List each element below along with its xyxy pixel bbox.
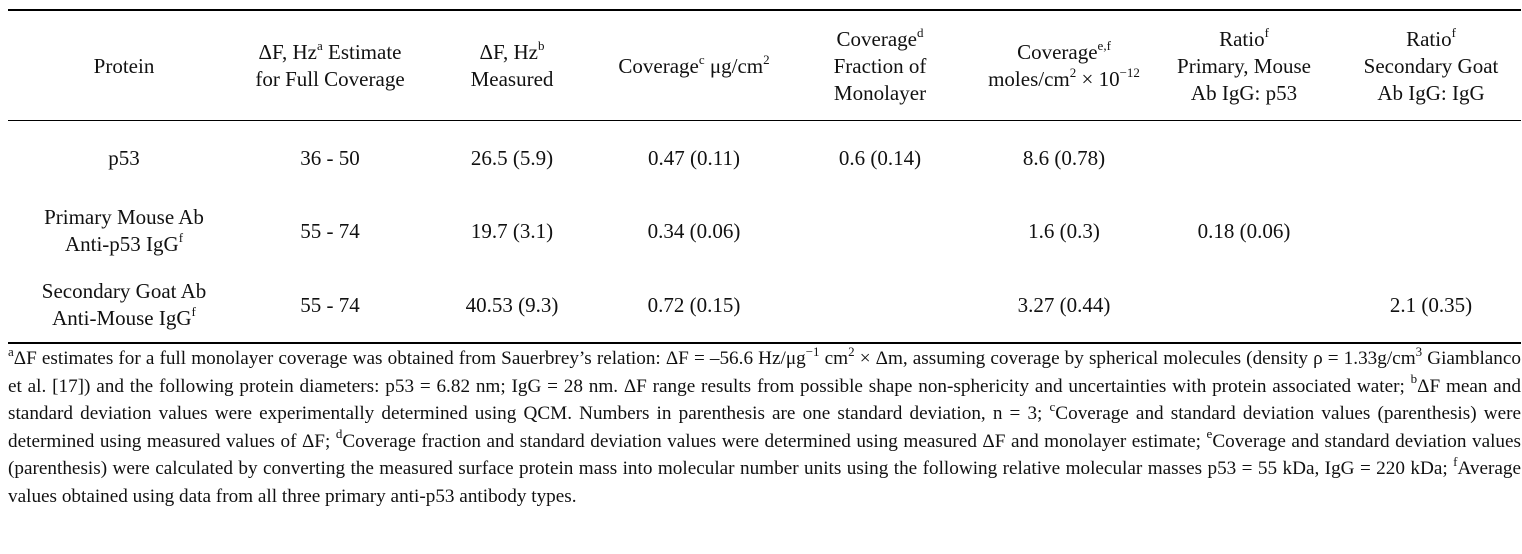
protein-name-line: p53	[108, 145, 140, 170]
table-bottom-rule	[8, 342, 1521, 344]
protein-name-line: Anti-p53 IgGf	[64, 230, 184, 256]
footnote-paragraph: aΔF estimates for a full monolayer cover…	[8, 343, 1522, 507]
table-cell: 3.27 (0.44)	[1017, 292, 1111, 317]
table-cell: 55 - 74	[300, 218, 360, 243]
table-cell: 40.53 (9.3)	[465, 292, 559, 317]
column-header-line: Secondary Goat	[1363, 53, 1499, 78]
table-cell: 55 - 74	[300, 292, 360, 317]
column-header-line: ΔF, Hza Estimate	[258, 38, 402, 64]
footnote-f: Average values obtained using data from …	[8, 458, 1521, 507]
column-header-line: Primary, Mouse	[1177, 53, 1311, 78]
protein-name-line: Primary Mouse Ab	[44, 205, 204, 229]
column-header: Coveraged Fraction of Monolayer	[810, 14, 950, 118]
table-top-rule	[8, 9, 1521, 11]
column-header-line: Coveragee,f	[1017, 38, 1111, 64]
footnote-b: ΔF mean and standard deviation values we…	[8, 375, 1522, 425]
column-header-line: Ab IgG: IgG	[1377, 80, 1485, 105]
table-cell: 0.18 (0.06)	[1197, 218, 1291, 243]
table-cell: 0.72 (0.15)	[647, 292, 741, 317]
table-header-rule	[8, 120, 1521, 121]
column-header-line: for Full Coverage	[255, 67, 405, 91]
table-cell: 0.34 (0.06)	[647, 218, 741, 243]
footnote-d: Coverage fraction and standard deviation…	[342, 430, 1207, 452]
protein-name-line: Secondary Goat Ab	[41, 279, 207, 303]
column-header-line: Protein	[93, 53, 155, 78]
column-header-line: Coveragec μg/cm2	[618, 51, 770, 78]
column-header-line: Ratiof	[1406, 24, 1456, 51]
table-cell: 36 - 50	[300, 145, 360, 170]
column-header: Protein	[9, 14, 239, 118]
column-header-line: Fraction of	[833, 53, 927, 78]
table-cell: 0.47 (0.11)	[648, 145, 740, 170]
table-footnotes: aΔF estimates for a full monolayer cover…	[8, 345, 1521, 511]
protein-name-cell: p53	[9, 126, 239, 190]
column-header: Coveragee,f moles/cm2 × 10−12	[964, 14, 1164, 118]
table-cell: 8.6 (0.78)	[1022, 145, 1106, 170]
column-header-line: moles/cm2 × 10−12	[988, 65, 1140, 91]
column-header: ΔF, Hza Estimate for Full Coverage	[230, 14, 430, 118]
column-header: Coveragec μg/cm2	[589, 14, 799, 118]
table-cell: 19.7 (3.1)	[470, 218, 554, 243]
column-header: ΔF, Hzb Measured	[437, 14, 587, 118]
protein-name-cell: Secondary Goat Ab Anti-Mouse IgGf	[9, 273, 239, 337]
column-header: Ratiof Secondary Goat Ab IgG: IgG	[1346, 14, 1516, 118]
footnote-e: Coverage and standard deviation values (…	[8, 430, 1522, 480]
column-header-line: ΔF, Hzb	[479, 38, 545, 64]
column-header-line: Monolayer	[833, 80, 927, 105]
table-cell: 26.5 (5.9)	[470, 145, 554, 170]
table-cell: 2.1 (0.35)	[1389, 292, 1473, 317]
protein-name-line: Anti-Mouse IgGf	[52, 304, 196, 330]
column-header-line: Measured	[470, 67, 554, 91]
footnote-a: ΔF estimates for a full monolayer covera…	[13, 348, 806, 369]
table-cell: 0.6 (0.14)	[838, 145, 922, 170]
protein-name-cell: Primary Mouse Ab Anti-p53 IgGf	[9, 199, 239, 263]
column-header-line: Ratiof	[1219, 24, 1269, 51]
footnote-c: Coverage and standard deviation values (…	[8, 403, 1522, 452]
table-cell: 1.6 (0.3)	[1028, 218, 1100, 243]
column-header-line: Ab IgG: p53	[1190, 80, 1298, 105]
column-header: Ratiof Primary, Mouse Ab IgG: p53	[1159, 14, 1329, 118]
column-header-line: Coveraged	[836, 24, 924, 51]
